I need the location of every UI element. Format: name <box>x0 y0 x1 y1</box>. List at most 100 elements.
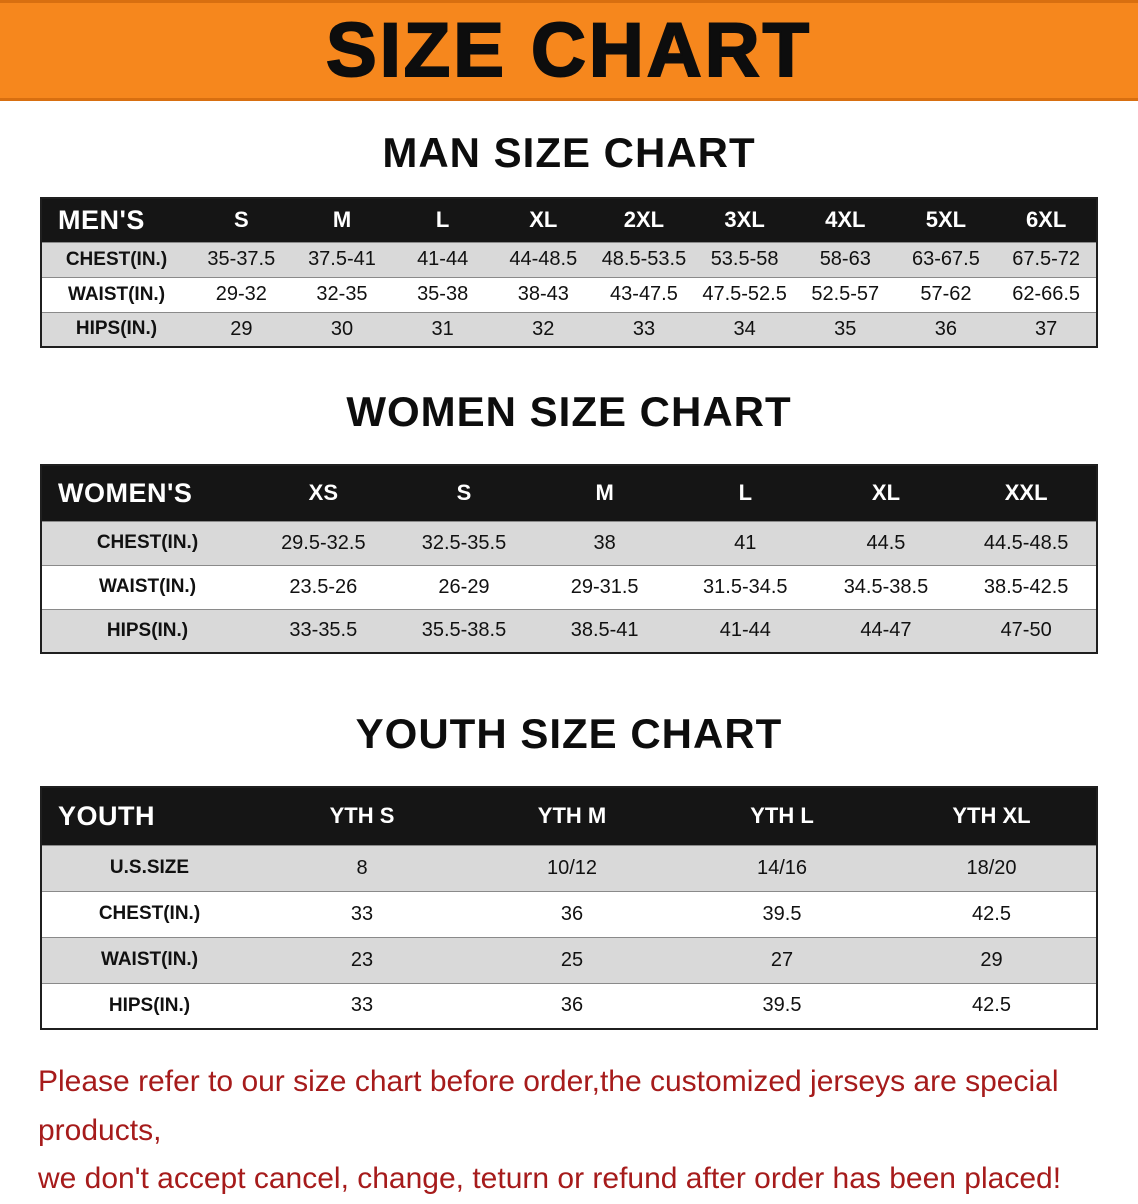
table-header-row: MEN'S S M L XL 2XL 3XL 4XL 5XL 6XL <box>41 198 1097 242</box>
youth-size-section: YOUTH SIZE CHART YOUTH YTH S YTH M YTH L YTH… <box>0 710 1138 1030</box>
table-header-row: WOMEN'S XS S M L XL XXL <box>41 465 1097 521</box>
size-header-cell: XL <box>815 465 957 521</box>
size-header-cell: YTH S <box>257 787 467 845</box>
measurement-label-cell: HIPS(IN.) <box>75 318 158 340</box>
women-section-heading: WOMEN SIZE CHART <box>346 388 792 435</box>
size-header-cell: XXL <box>956 465 1097 521</box>
measurement-label-cell: U.S.SIZE <box>109 857 190 878</box>
measurement-value-cell: 26-29 <box>438 575 490 598</box>
measurement-row: WAIST(IN.) 23 25 27 29 <box>41 937 1097 983</box>
measurement-row: CHEST(IN.) 33 36 39.5 42.5 <box>41 891 1097 937</box>
men-section-heading: MAN SIZE CHART <box>382 129 756 176</box>
measurement-value-cell: 39.5 <box>762 902 802 925</box>
measurement-row: HIPS(IN.) 29 30 31 32 33 34 35 36 37 <box>41 312 1097 347</box>
measurement-value-cell: 18/20 <box>966 856 1017 879</box>
measurement-value-cell: 41 <box>734 531 757 554</box>
measurement-value-cell: 41-44 <box>417 248 469 270</box>
measurement-value-cell: 39.5 <box>762 994 802 1017</box>
measurement-value-cell: 62-66.5 <box>1012 283 1081 305</box>
measurement-value-cell: 35-37.5 <box>207 248 276 270</box>
measurement-value-cell: 43-47.5 <box>610 283 678 305</box>
measurement-value-cell: 44-47 <box>860 619 912 642</box>
measurement-row: HIPS(IN.) 33-35.5 35.5-38.5 38.5-41 41-44 44-… <box>41 609 1097 653</box>
measurement-label-cell: HIPS(IN.) <box>108 994 191 1016</box>
measurement-row: HIPS(IN.) 33 36 39.5 42.5 <box>41 983 1097 1029</box>
size-header-cell: 2XL <box>593 198 695 242</box>
measurement-value-cell: 35 <box>834 317 857 340</box>
measurement-row: CHEST(IN.) 35-37.5 37.5-41 41-44 44-48.5 48.5… <box>41 242 1097 277</box>
size-header-cell: L <box>674 465 816 521</box>
measurement-value-cell: 37 <box>1035 317 1058 340</box>
measurement-value-cell: 63-67.5 <box>912 248 980 270</box>
size-header-cell: 4XL <box>794 198 896 242</box>
measurement-row: WAIST(IN.) 23.5-26 26-29 29-31.5 31.5-34.5 34… <box>41 565 1097 609</box>
measurement-value-cell: 38 <box>593 531 616 554</box>
measurement-value-cell: 42.5 <box>972 994 1011 1017</box>
measurement-value-cell: 38.5-41 <box>570 619 639 642</box>
measurement-value-cell: 36 <box>560 902 584 925</box>
measurement-value-cell: 29.5-32.5 <box>281 531 366 554</box>
youth-size-table: YOUTH YTH S YTH M YTH L YTH XL U.S.SIZE 8 10/12… <box>40 786 1098 1030</box>
measurement-value-cell: 44-48.5 <box>509 248 578 270</box>
measurement-value-cell: 29-31.5 <box>570 575 639 598</box>
disclaimer-line-1: Please refer to our size chart before or… <box>38 1065 1059 1147</box>
table-title-cell: YOUTH <box>41 787 257 845</box>
measurement-value-cell: 23 <box>350 948 374 971</box>
women-size-section: WOMEN SIZE CHART WOMEN'S XS S M L XL XXL CHEST(… <box>0 388 1138 654</box>
size-header-cell: S <box>191 198 292 242</box>
measurement-value-cell: 32.5-35.5 <box>421 531 507 554</box>
measurement-value-cell: 47-50 <box>1000 619 1052 642</box>
measurement-value-cell: 44.5 <box>866 531 906 554</box>
size-header-cell: 5XL <box>895 198 997 242</box>
measurement-label-cell: CHEST(IN.) <box>98 903 201 924</box>
measurement-value-cell: 29 <box>230 317 253 340</box>
size-header-cell: 3XL <box>694 198 795 242</box>
measurement-label-cell: WAIST(IN.) <box>100 949 199 970</box>
measurement-value-cell: 41-44 <box>719 619 771 642</box>
measurement-value-cell: 35-38 <box>417 283 469 305</box>
measurement-value-cell: 36 <box>934 317 958 340</box>
size-header-cell: YTH M <box>467 787 677 845</box>
youth-section-heading: YOUTH SIZE CHART <box>355 710 783 757</box>
measurement-value-cell: 10/12 <box>546 856 598 879</box>
measurement-row: CHEST(IN.) 29.5-32.5 32.5-35.5 38 41 44.5 44.5… <box>41 521 1097 565</box>
size-header-cell: 6XL <box>996 198 1097 242</box>
measurement-value-cell: 38.5-42.5 <box>983 575 1069 598</box>
measurement-label-cell: CHEST(IN.) <box>65 248 168 270</box>
size-header-cell: XL <box>492 198 594 242</box>
measurement-value-cell: 33-35.5 <box>289 619 358 642</box>
table-title-cell: MEN'S <box>41 198 191 242</box>
measurement-value-cell: 34 <box>733 317 756 340</box>
measurement-value-cell: 29 <box>980 948 1003 971</box>
size-header-cell: M <box>534 465 675 521</box>
measurement-value-cell: 33 <box>632 317 656 340</box>
measurement-label-cell: HIPS(IN.) <box>106 619 189 641</box>
table-title-cell: WOMEN'S <box>41 465 253 521</box>
measurement-value-cell: 52.5-57 <box>811 283 880 305</box>
measurement-value-cell: 32-35 <box>316 283 368 305</box>
size-header-cell: L <box>392 198 493 242</box>
measurement-value-cell: 29-32 <box>215 283 267 305</box>
page-title: SIZE CHART <box>325 7 812 94</box>
measurement-value-cell: 57-62 <box>920 283 972 305</box>
size-header-cell: YTH L <box>677 787 887 845</box>
disclaimer: Please refer to our size chart before or… <box>38 1058 1110 1204</box>
measurement-value-cell: 37.5-41 <box>308 248 376 270</box>
measurement-value-cell: 42.5 <box>972 902 1011 925</box>
measurement-value-cell: 47.5-52.5 <box>702 283 787 305</box>
women-size-table: WOMEN'S XS S M L XL XXL CHEST(IN.) 29.5-32.5 32.5… <box>40 464 1098 654</box>
measurement-row: WAIST(IN.) 29-32 32-35 35-38 38-43 43-47.5 47.… <box>41 277 1097 312</box>
banner: SIZE CHART <box>0 0 1138 101</box>
men-size-section: MAN SIZE CHART MEN'S S M L XL 2XL 3XL 4XL 5XL 6XL… <box>0 129 1138 348</box>
measurement-value-cell: 34.5-38.5 <box>843 575 929 598</box>
measurement-value-cell: 48.5-53.5 <box>601 248 687 270</box>
size-header-cell: M <box>291 198 393 242</box>
measurement-value-cell: 25 <box>560 948 584 971</box>
size-header-cell: YTH XL <box>887 787 1097 845</box>
measurement-value-cell: 8 <box>356 856 368 879</box>
measurement-value-cell: 31.5-34.5 <box>703 575 788 598</box>
measurement-value-cell: 14/16 <box>756 856 808 879</box>
measurement-value-cell: 30 <box>330 317 354 340</box>
measurement-value-cell: 33 <box>350 994 374 1017</box>
